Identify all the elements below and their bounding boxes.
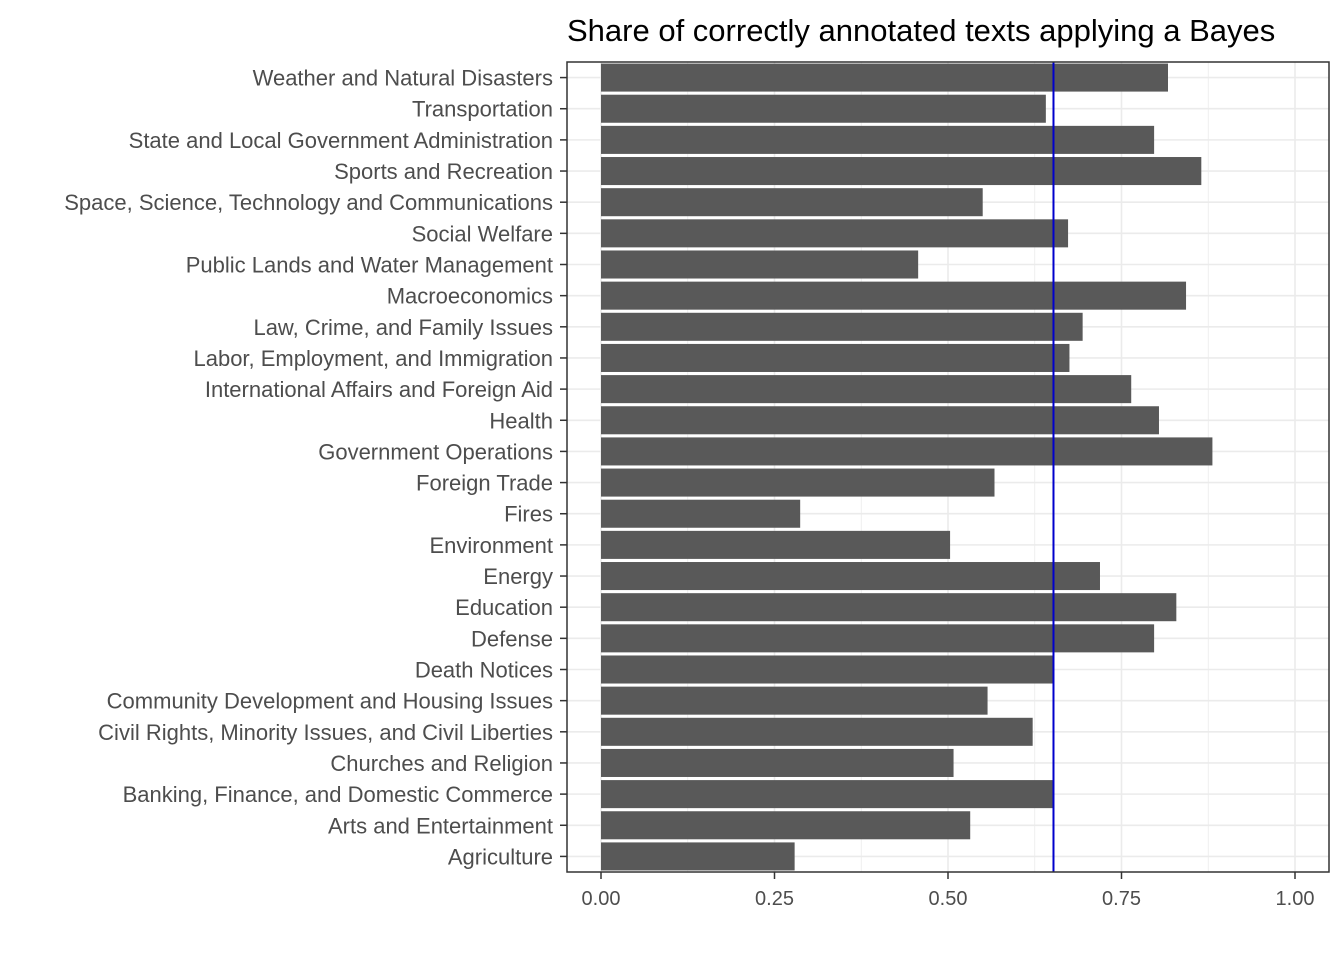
bar bbox=[601, 375, 1132, 404]
bar bbox=[601, 811, 971, 840]
y-tick-label: Death Notices bbox=[415, 658, 553, 683]
bar bbox=[601, 655, 1054, 684]
x-tick-label: 0.00 bbox=[582, 888, 621, 910]
y-tick-label: Law, Crime, and Family Issues bbox=[253, 315, 553, 340]
y-tick-label: Community Development and Housing Issues bbox=[107, 689, 553, 714]
bar bbox=[601, 157, 1202, 186]
y-tick-label: International Affairs and Foreign Aid bbox=[205, 377, 553, 402]
y-tick-label: Sports and Recreation bbox=[334, 159, 553, 184]
y-tick-label: Churches and Religion bbox=[330, 751, 553, 776]
bar bbox=[601, 63, 1168, 92]
bar bbox=[601, 842, 795, 871]
x-tick-label: 0.75 bbox=[1102, 888, 1141, 910]
bar bbox=[601, 188, 983, 217]
y-tick-label: Weather and Natural Disasters bbox=[253, 66, 553, 91]
y-tick-label: Agriculture bbox=[448, 844, 553, 869]
chart-title: Share of correctly annotated texts apply… bbox=[567, 13, 1275, 48]
y-tick-label: Defense bbox=[471, 626, 553, 651]
y-tick-label: Energy bbox=[483, 564, 553, 589]
bar bbox=[601, 437, 1213, 466]
y-tick-label: Fires bbox=[504, 502, 553, 527]
y-tick-label: Banking, Finance, and Domestic Commerce bbox=[123, 782, 553, 807]
bar bbox=[601, 748, 954, 777]
bar bbox=[601, 562, 1100, 591]
x-tick-label: 1.00 bbox=[1276, 888, 1315, 910]
y-tick-label: Environment bbox=[429, 533, 553, 558]
bar bbox=[601, 94, 1046, 123]
bar bbox=[601, 717, 1033, 746]
y-tick-label: Public Lands and Water Management bbox=[186, 253, 553, 278]
bar bbox=[601, 343, 1070, 372]
x-tick-label: 0.25 bbox=[755, 888, 794, 910]
bar bbox=[601, 686, 988, 715]
bar bbox=[601, 468, 995, 497]
y-tick-label: Foreign Trade bbox=[416, 471, 553, 496]
x-axis: 0.00 0.25 0.50 0.75 1.00 bbox=[582, 872, 1315, 910]
bar bbox=[601, 250, 919, 279]
y-tick-label: Macroeconomics bbox=[387, 284, 553, 309]
y-tick-label: Health bbox=[489, 408, 553, 433]
y-tick-label: Labor, Employment, and Immigration bbox=[193, 346, 553, 371]
bar bbox=[601, 499, 801, 528]
x-tick-label: 0.50 bbox=[929, 888, 968, 910]
y-tick-label: Space, Science, Technology and Communica… bbox=[64, 190, 553, 215]
y-tick-label: Social Welfare bbox=[412, 221, 553, 246]
bar bbox=[601, 593, 1177, 622]
bar bbox=[601, 219, 1069, 248]
bar bbox=[601, 780, 1054, 809]
y-tick-label: Education bbox=[455, 595, 553, 620]
y-tick-label: State and Local Government Administratio… bbox=[129, 128, 553, 153]
bar bbox=[601, 530, 951, 559]
y-tick-label: Transportation bbox=[412, 97, 553, 122]
bar bbox=[601, 406, 1159, 435]
y-tick-label: Arts and Entertainment bbox=[328, 813, 553, 838]
y-tick-label: Civil Rights, Minority Issues, and Civil… bbox=[98, 720, 553, 745]
bar bbox=[601, 312, 1083, 341]
bar bbox=[601, 281, 1187, 310]
y-tick-label: Government Operations bbox=[318, 439, 553, 464]
bars bbox=[601, 63, 1213, 871]
bar bbox=[601, 125, 1155, 154]
y-axis: Weather and Natural Disasters Transportat… bbox=[64, 66, 567, 869]
bar bbox=[601, 624, 1155, 653]
